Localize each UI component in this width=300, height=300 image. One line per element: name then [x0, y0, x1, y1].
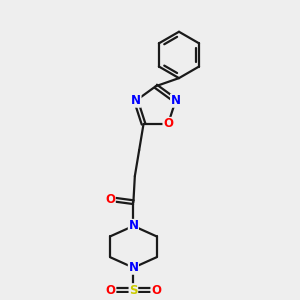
Text: N: N: [128, 261, 138, 274]
Text: O: O: [106, 284, 116, 297]
Text: S: S: [129, 284, 138, 297]
Text: N: N: [128, 219, 138, 232]
Text: N: N: [171, 94, 181, 107]
Text: O: O: [105, 193, 115, 206]
Text: O: O: [151, 284, 161, 297]
Text: O: O: [163, 118, 173, 130]
Text: N: N: [131, 94, 141, 107]
